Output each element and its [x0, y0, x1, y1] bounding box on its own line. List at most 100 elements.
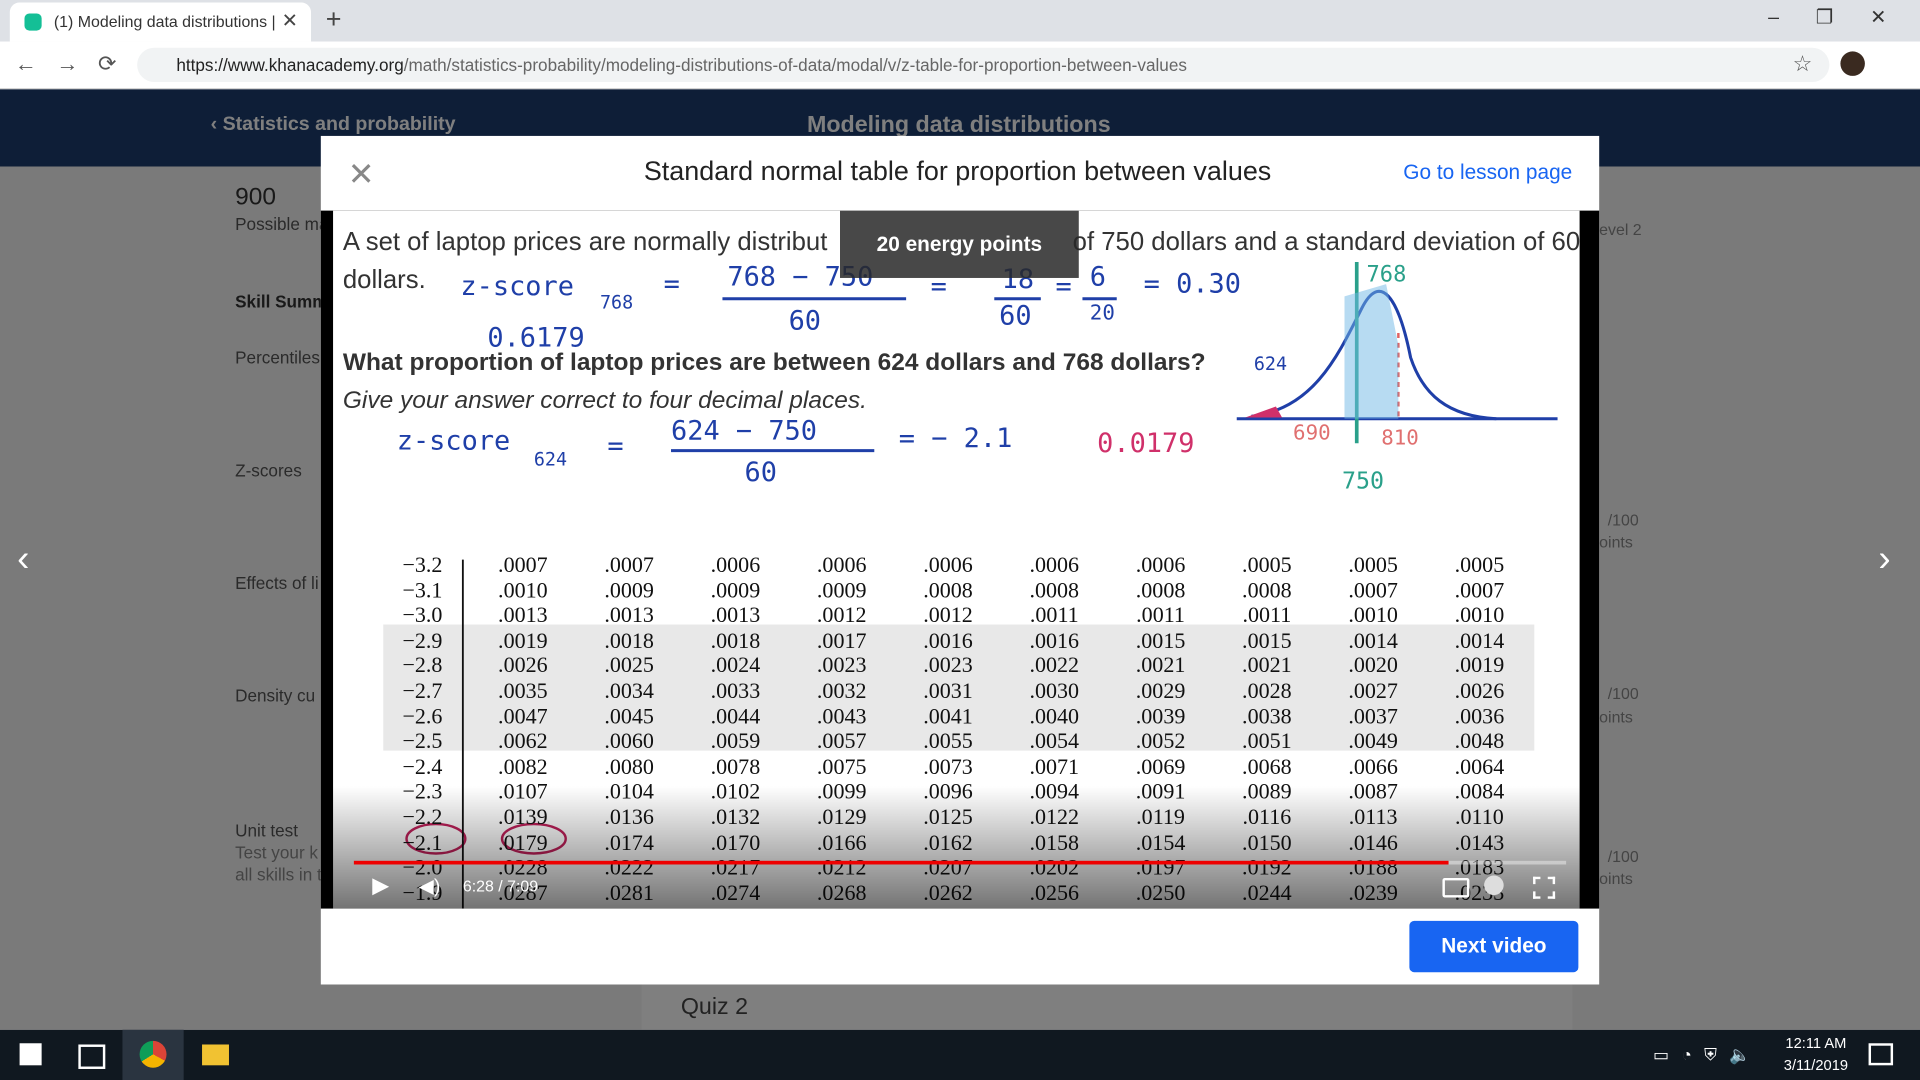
annotation: 0.6179 — [487, 323, 585, 354]
task-view[interactable] — [78, 1044, 106, 1069]
modal: ✕ Standard normal table for proportion b… — [320, 135, 1600, 985]
profile-avatar[interactable] — [1840, 51, 1865, 76]
toolbar: ←→⟳ https://www.khanacademy.org/math/sta… — [0, 41, 1920, 90]
z-value: −2.6 — [402, 703, 443, 729]
fullscreen-button[interactable] — [1533, 876, 1556, 899]
prev-arrow[interactable]: ‹ — [17, 538, 30, 580]
video-player[interactable]: A set of laptop prices are normally dist… — [320, 210, 1600, 909]
table-value: .0007 — [498, 552, 548, 577]
annotation: 60 — [788, 306, 822, 337]
table-value: .0019 — [498, 627, 548, 653]
nav-buttons[interactable]: ←→⟳ — [14, 51, 137, 76]
table-value: .0014 — [1348, 627, 1398, 653]
table-value: .0033 — [710, 678, 761, 703]
notifications[interactable] — [1868, 1043, 1894, 1066]
next-video-button[interactable]: Next video — [1409, 920, 1579, 973]
table-value: .0031 — [923, 678, 973, 703]
annotation: 768 — [600, 291, 634, 314]
start-button[interactable] — [19, 1043, 42, 1066]
table-value: .0007 — [604, 552, 654, 577]
table-value: .0082 — [498, 754, 548, 779]
table-value: .0016 — [1029, 627, 1080, 653]
table-value: .0059 — [710, 728, 761, 754]
table-value: .0057 — [816, 728, 867, 754]
taskbar: ▭◔⛨🔈 12:11 AM 3/11/2019 — [0, 1029, 1920, 1080]
table-value: .0023 — [816, 653, 867, 678]
table-value: .0027 — [1348, 678, 1398, 703]
annotation: = − 2.1 — [898, 423, 1013, 455]
tab[interactable]: (1) Modeling data distributions | ✕ — [9, 2, 312, 42]
tab-close[interactable]: ✕ — [281, 11, 299, 32]
table-value: .0034 — [604, 678, 654, 703]
table-value: .0007 — [1454, 577, 1505, 602]
url-path: /math/statistics-probability/modeling-di… — [403, 55, 1187, 75]
z-value: −3.1 — [402, 577, 443, 602]
table-value: .0015 — [1135, 627, 1186, 653]
window-controls[interactable]: –❐✕ — [1768, 7, 1920, 29]
table-value: .0029 — [1135, 678, 1186, 703]
annotation: = — [930, 271, 947, 303]
table-value: .0078 — [710, 754, 761, 779]
annotation: = — [1055, 271, 1072, 303]
table-value: .0014 — [1454, 627, 1505, 653]
progress-remaining — [1448, 860, 1567, 865]
progress-bar[interactable] — [353, 860, 1449, 865]
chrome-taskbar-icon[interactable] — [122, 1029, 184, 1080]
table-value: .0032 — [816, 678, 867, 703]
problem-text: of 750 dollars and a standard deviation … — [1072, 227, 1580, 256]
table-value: .0020 — [1348, 653, 1398, 678]
table-value: .0055 — [923, 728, 973, 754]
table-value: .0010 — [1454, 602, 1505, 628]
annotation: 60 — [999, 301, 1032, 332]
energy-tooltip: 20 energy points — [840, 210, 1079, 278]
table-value: .0075 — [816, 754, 867, 779]
table-value: .0035 — [498, 678, 548, 703]
table-value: .0005 — [1242, 552, 1292, 577]
table-value: .0005 — [1454, 552, 1505, 577]
table-value: .0043 — [816, 703, 867, 729]
table-value: .0064 — [1454, 754, 1505, 779]
table-value: .0062 — [498, 728, 548, 754]
table-value: .0069 — [1135, 754, 1186, 779]
explorer-icon[interactable] — [202, 1044, 229, 1066]
z-value: −2.4 — [402, 754, 443, 779]
table-value: .0045 — [604, 703, 654, 729]
z-value: −2.8 — [402, 653, 443, 678]
tray-icons[interactable]: ▭◔⛨🔈 — [1653, 1044, 1763, 1065]
captions-button[interactable] — [1442, 877, 1470, 898]
annotation: 810 — [1381, 426, 1419, 451]
table-value: .0073 — [923, 754, 973, 779]
new-tab[interactable]: + — [325, 3, 342, 35]
annotation: 624 − 750 — [671, 416, 818, 447]
table-value: .0008 — [923, 577, 973, 602]
table-value: .0018 — [710, 627, 761, 653]
settings-button[interactable] — [1484, 875, 1504, 896]
play-button[interactable]: ▶ — [372, 873, 390, 898]
bookmark-star[interactable]: ☆ — [1792, 51, 1813, 76]
lesson-link[interactable]: Go to lesson page — [1403, 160, 1573, 184]
table-value: .0011 — [1136, 602, 1185, 628]
table-value: .0066 — [1348, 754, 1398, 779]
table-value: .0013 — [710, 602, 761, 628]
volume-button[interactable]: ◀) — [418, 876, 441, 898]
address-bar[interactable]: https://www.khanacademy.org/math/statist… — [137, 47, 1830, 83]
table-value: .0024 — [710, 653, 761, 678]
table-value: .0009 — [816, 577, 867, 602]
tab-strip — [0, 0, 1920, 42]
annotation: = — [663, 269, 680, 300]
table-value: .0010 — [498, 577, 548, 602]
table-value: .0012 — [816, 602, 867, 628]
table-value: .0006 — [923, 552, 973, 577]
table-value: .0013 — [604, 602, 654, 628]
table-value: .0009 — [710, 577, 761, 602]
annotation: z-score — [396, 426, 511, 457]
next-arrow[interactable]: › — [1878, 538, 1891, 580]
table-value: .0025 — [604, 653, 654, 678]
table-value: .0010 — [1348, 602, 1398, 628]
table-value: .0021 — [1242, 653, 1292, 678]
clock-date: 3/11/2019 — [1783, 1056, 1849, 1074]
chrome-logo — [139, 1040, 167, 1068]
problem-text: dollars. — [342, 265, 426, 294]
table-value: .0080 — [604, 754, 654, 779]
modal-close[interactable]: ✕ — [347, 155, 375, 193]
